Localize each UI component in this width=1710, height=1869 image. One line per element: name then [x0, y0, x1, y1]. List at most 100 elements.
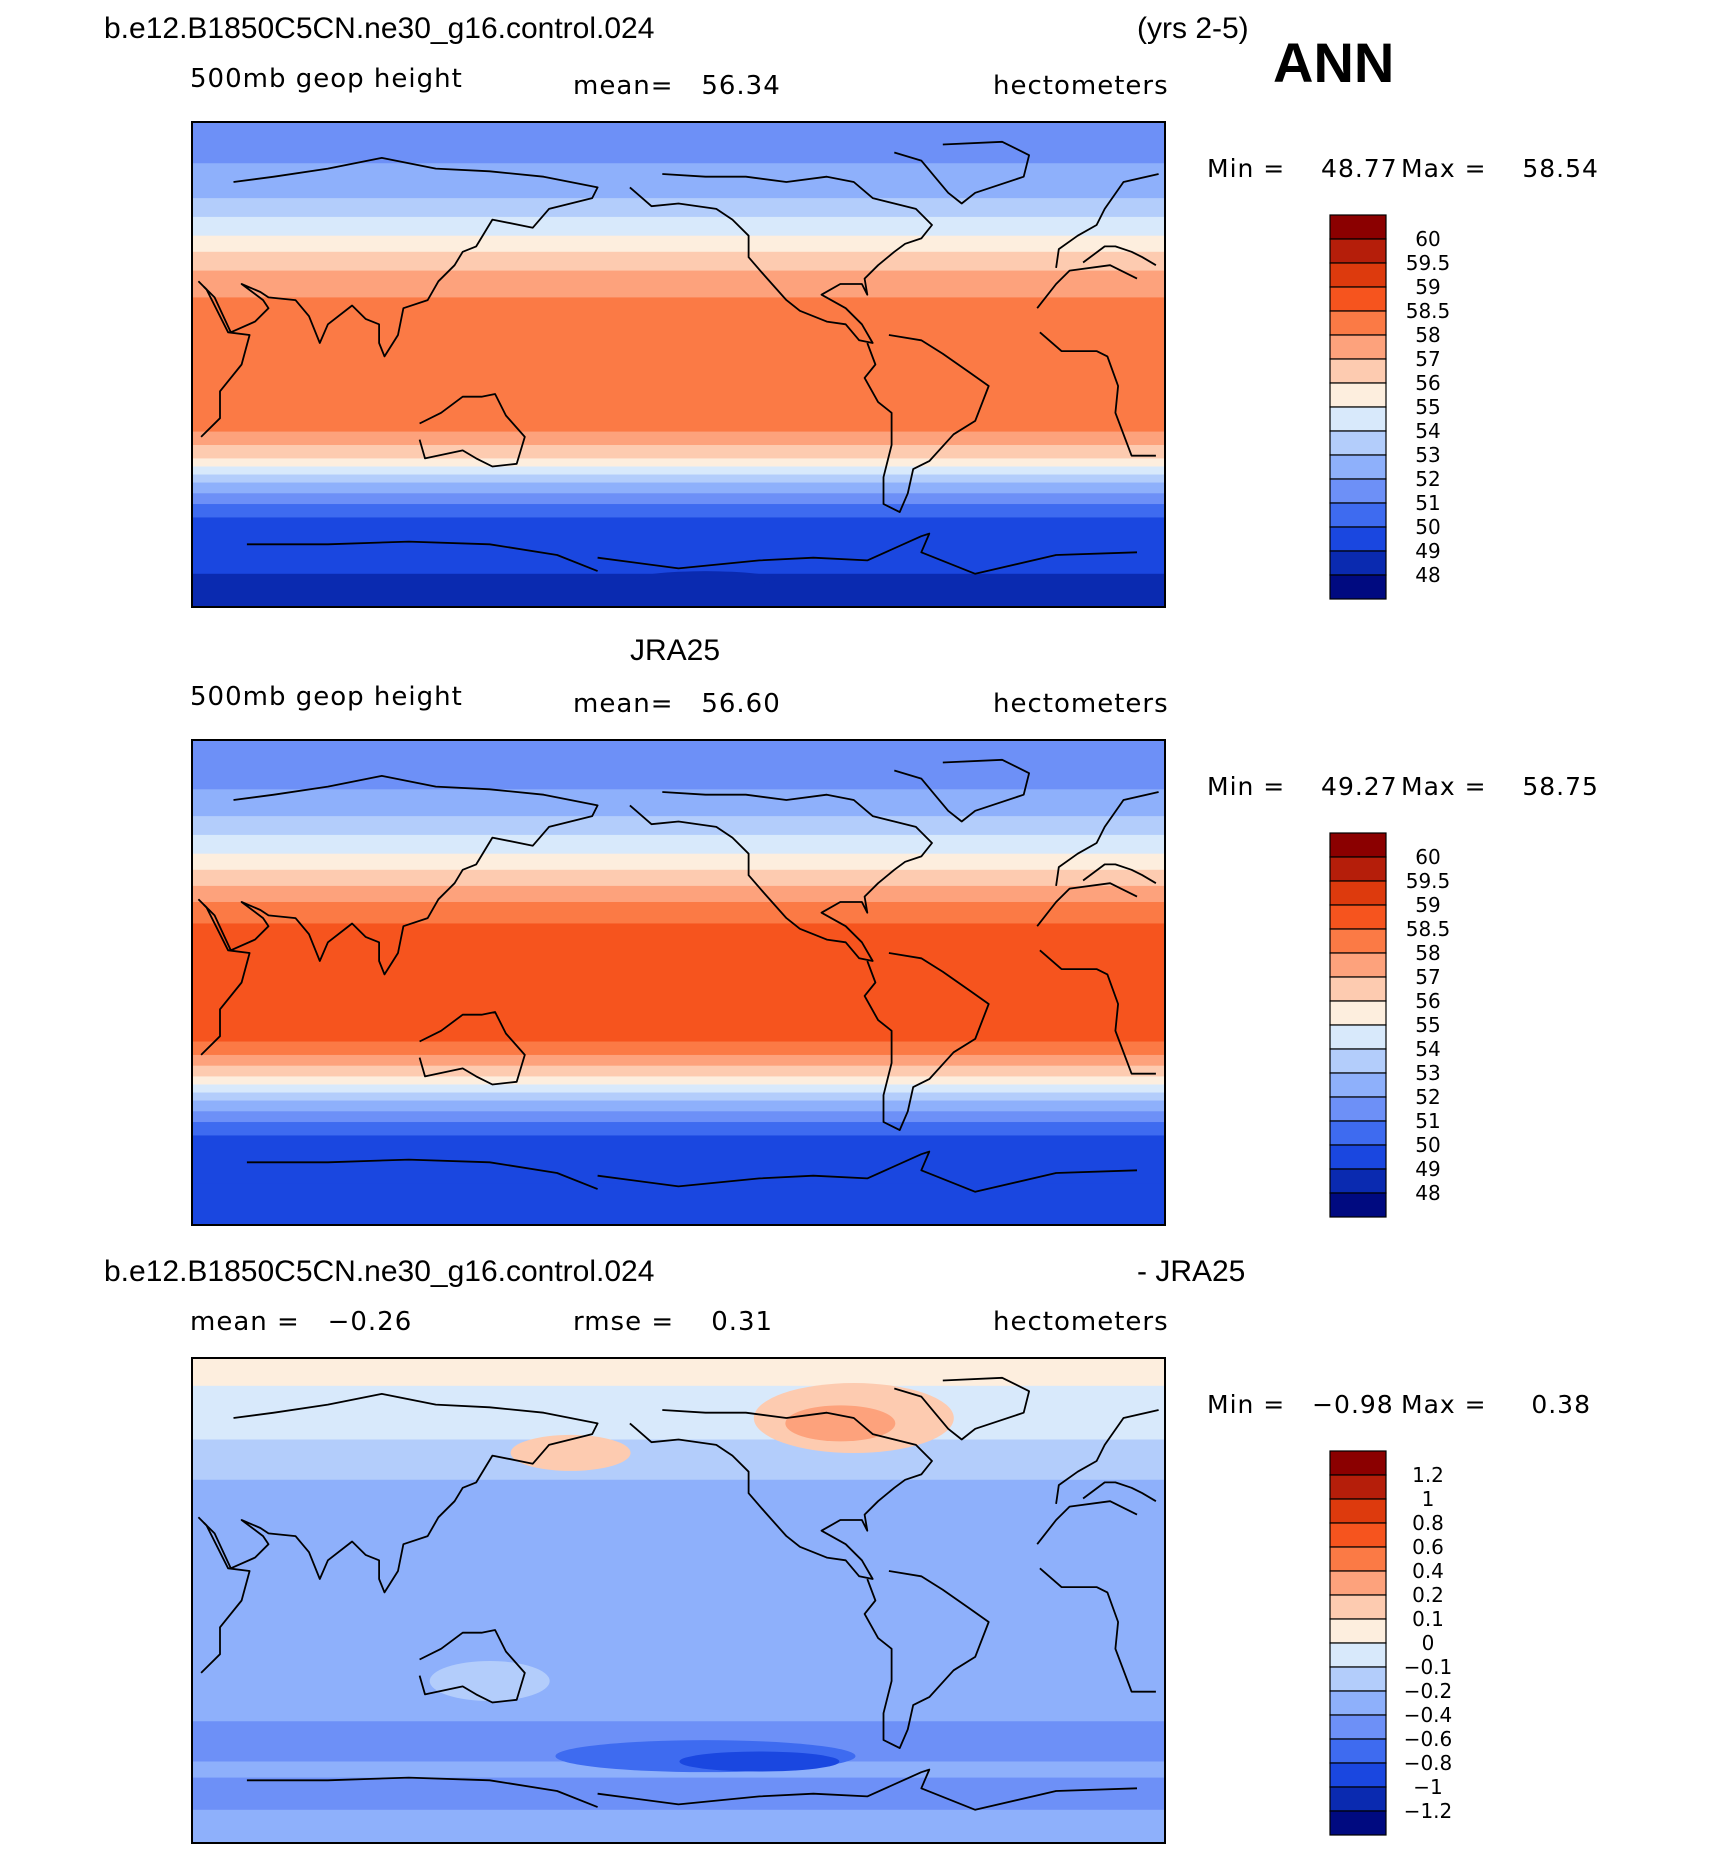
panel3-map-svg: [193, 1359, 1164, 1842]
coastline-1-1: [203, 1393, 599, 1594]
coastline-6-0: [597, 1150, 1138, 1193]
coastline-0-0: [1036, 1500, 1138, 1545]
band-6: [193, 885, 1164, 903]
colorbar-box-10: [1329, 1690, 1387, 1716]
colorbar-label-4: 58: [1415, 323, 1440, 347]
band-13: [193, 1084, 1164, 1094]
coastline-6-0: [597, 532, 1138, 575]
band-16: [193, 1111, 1164, 1124]
panel2-variable-label: 500mb geop height: [190, 682, 463, 712]
band-7: [193, 1809, 1164, 1842]
antarctic-low: [635, 571, 776, 588]
colorbar-label-7: 55: [1415, 1013, 1440, 1037]
colorbar-box-3: [1329, 904, 1387, 930]
colorbar-label-8: 54: [1415, 1037, 1440, 1061]
panel3-colorbar: 1.2 1 0.8 0.6 0.4 0.2 0.1 0 −0.1 −0.2 −0.4 −0.6 −0.8…: [1329, 1450, 1453, 1837]
coastline-2-0: [418, 1011, 526, 1086]
colorbar-box-9: [1329, 430, 1387, 456]
panel3-rmse: rmse = 0.31: [573, 1307, 774, 1337]
coastline-6-0: [597, 1768, 1138, 1811]
band-15: [193, 504, 1164, 519]
band-5: [193, 869, 1164, 887]
panel1-map-svg: [193, 123, 1164, 606]
colorbar-box-4: [1329, 1546, 1387, 1572]
colorbar-box-6: [1329, 1594, 1387, 1620]
colorbar-box-4: [1329, 310, 1387, 336]
coastline-0-1: [197, 1516, 251, 1674]
coastline-0-1: [197, 898, 251, 1056]
colorbar-box-13: [1329, 1144, 1387, 1170]
colorbar-box-14: [1329, 1786, 1387, 1812]
colorbar-label-5: 57: [1415, 347, 1440, 371]
coastline-3-0: [629, 173, 933, 344]
colorbar-box-6: [1329, 976, 1387, 1002]
colorbar-label-0: 60: [1415, 845, 1440, 869]
colorbar-box-8: [1329, 406, 1387, 432]
panel3-min: Min = −0.98: [1207, 1390, 1394, 1419]
colorbar-label-2: 59: [1415, 893, 1440, 917]
band-14: [193, 1092, 1164, 1102]
coastline-4-0: [863, 1570, 990, 1750]
colorbar-box-11: [1329, 1096, 1387, 1122]
panel1-max: Max = 58.54: [1401, 154, 1599, 183]
band-16: [193, 517, 1164, 540]
band-12: [193, 1076, 1164, 1086]
band-4: [193, 235, 1164, 253]
colorbar-box-1: [1329, 238, 1387, 264]
colorbar-label-11: −0.6: [1404, 1727, 1453, 1751]
coastline-5-0: [894, 758, 1030, 823]
colorbar-label-12: 50: [1415, 515, 1440, 539]
coastline-1-0: [1055, 1409, 1159, 1505]
band-3: [193, 216, 1164, 237]
band-9: [193, 1041, 1164, 1056]
colorbar-label-6: 56: [1415, 989, 1440, 1013]
colorbar-box-13: [1329, 526, 1387, 552]
colorbar-label-14: 48: [1415, 563, 1440, 587]
coastline-2-0: [418, 1629, 526, 1704]
band-0: [193, 741, 1164, 791]
coastline-3-0: [629, 1409, 933, 1580]
coastline-0-1: [197, 280, 251, 438]
coastline-6-1: [246, 1776, 598, 1808]
band-10: [193, 1054, 1164, 1067]
band-12: [193, 474, 1164, 484]
band-0: [193, 123, 1164, 165]
colorbar-label-1: 59.5: [1406, 251, 1451, 275]
panel2-title: JRA25: [630, 634, 721, 667]
colorbar-box-11: [1329, 1714, 1387, 1740]
colorbar-box-1: [1329, 1474, 1387, 1500]
panel3-colorbar-svg: 1.210.80.60.40.20.10−0.1−0.2−0.4−0.6−0.8…: [1329, 1450, 1453, 1836]
colorbar-label-1: 1: [1422, 1487, 1435, 1511]
panel3-map: [191, 1357, 1166, 1844]
band-2: [193, 1439, 1164, 1481]
panel1-colorbar: 60 59.5 59 58.5 58 57 56 55 54 53 52 51 50 49 48: [1329, 214, 1451, 601]
band-2: [193, 816, 1164, 836]
colorbar-label-12: −0.8: [1404, 1751, 1453, 1775]
coastline-2-0: [418, 393, 526, 468]
band-11: [193, 466, 1164, 476]
colorbar-box-10: [1329, 1072, 1387, 1098]
colorbar-label-14: −1.2: [1404, 1799, 1453, 1823]
panel2-max: Max = 58.75: [1401, 772, 1599, 801]
colorbar-box-5: [1329, 334, 1387, 360]
colorbar-label-13: 49: [1415, 1157, 1440, 1181]
years-label: (yrs 2-5): [1137, 12, 1249, 45]
colorbar-box-0: [1329, 832, 1387, 858]
colorbar-box-9: [1329, 1666, 1387, 1692]
panel3-title: b.e12.B1850C5CN.ne30_g16.control.024: [104, 1255, 655, 1288]
band-18: [193, 1135, 1164, 1185]
band-2: [193, 198, 1164, 218]
colorbar-label-3: 58.5: [1406, 299, 1451, 323]
band-3: [193, 834, 1164, 855]
colorbar-box-3: [1329, 1522, 1387, 1548]
colorbar-box-2: [1329, 262, 1387, 288]
band-8: [193, 923, 1164, 1043]
band-15: [193, 1100, 1164, 1113]
coastline-1-1: [203, 775, 599, 976]
panel1-map: [191, 121, 1166, 608]
band-14: [193, 493, 1164, 506]
colorbar-label-9: 53: [1415, 1061, 1440, 1085]
band-5: [193, 251, 1164, 272]
colorbar-label-8: −0.1: [1404, 1655, 1453, 1679]
